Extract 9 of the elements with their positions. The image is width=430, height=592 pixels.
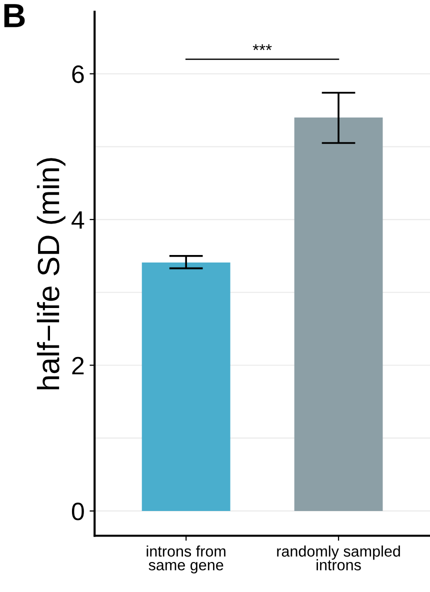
y-axis-title: half−life SD (min) bbox=[36, 158, 66, 390]
annotation: *** bbox=[252, 44, 272, 50]
y-tick-label: 2 bbox=[72, 356, 84, 374]
x-tick-label: randomly sampled introns bbox=[277, 545, 400, 570]
y-tick-label: 4 bbox=[72, 211, 84, 229]
x-tick-label: introns from same gene bbox=[146, 545, 226, 574]
y-tick-label: 6 bbox=[72, 65, 84, 84]
text: B bbox=[4, 4, 25, 28]
y-tick-label: 0 bbox=[72, 502, 84, 520]
